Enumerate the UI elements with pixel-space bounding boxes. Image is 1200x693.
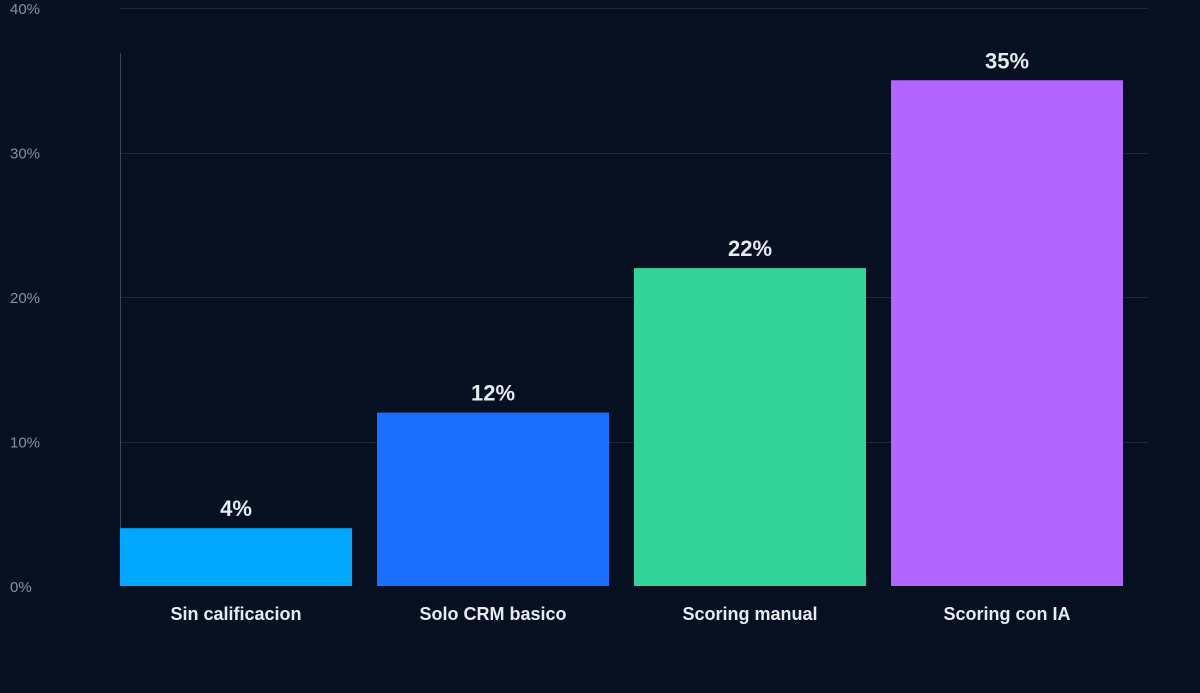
category-label: Sin calificacion bbox=[170, 604, 301, 624]
label-layer: 4% Sin calificacion 12% Solo CRM basico 22% S… bbox=[170, 48, 1070, 624]
value-label: 4% bbox=[220, 496, 252, 521]
y-tick-label: 0% bbox=[10, 579, 32, 596]
bar-layer bbox=[120, 80, 1123, 586]
bar-2 bbox=[377, 412, 609, 586]
y-tick-label: 30% bbox=[10, 146, 40, 163]
bar-3 bbox=[634, 268, 866, 586]
y-tick-label: 20% bbox=[10, 290, 40, 307]
category-label: Scoring manual bbox=[682, 604, 817, 624]
bar-1 bbox=[120, 528, 352, 586]
category-label: Solo CRM basico bbox=[419, 604, 566, 624]
value-label: 35% bbox=[985, 48, 1029, 73]
value-label: 12% bbox=[471, 381, 515, 406]
y-tick-label: 10% bbox=[10, 435, 40, 452]
category-label: Scoring con IA bbox=[943, 604, 1070, 624]
axis-layer: 0% 10% 20% 30% 40% bbox=[10, 1, 121, 596]
y-tick-label: 40% bbox=[10, 1, 40, 18]
value-label: 22% bbox=[728, 236, 772, 261]
bar-4 bbox=[891, 80, 1123, 586]
